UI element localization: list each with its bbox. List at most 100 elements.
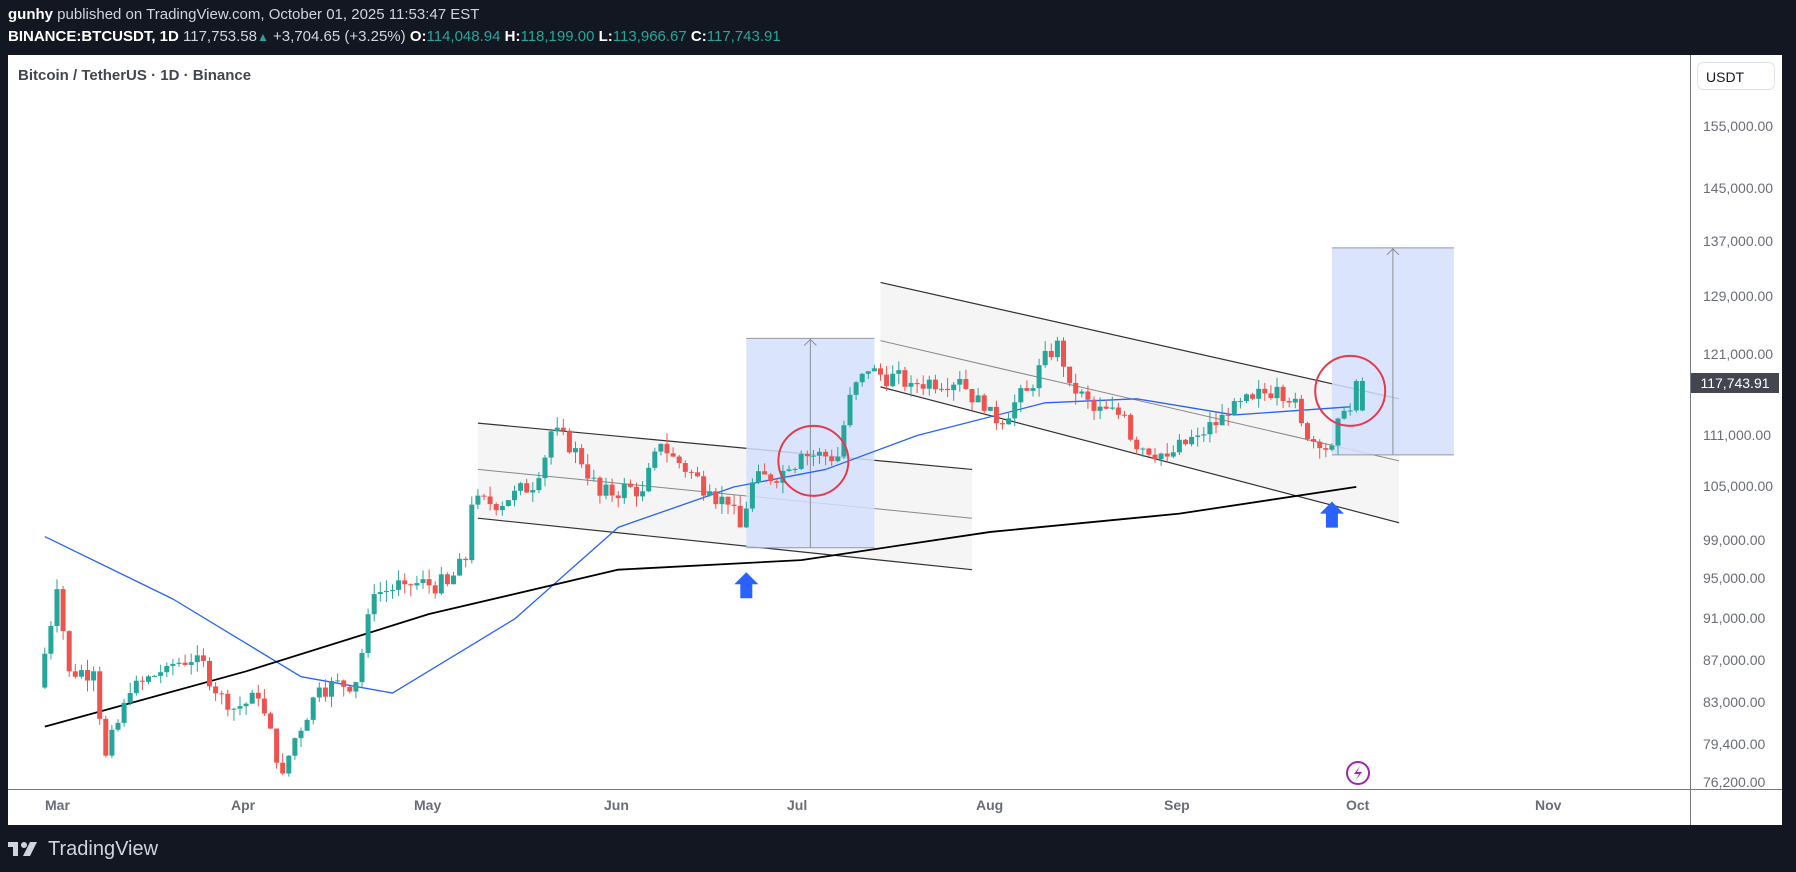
candle-body xyxy=(597,477,603,496)
candle-body xyxy=(640,491,646,497)
candle-body xyxy=(1292,398,1298,403)
candle-body xyxy=(499,505,505,511)
candle-body xyxy=(542,457,548,479)
change-text: +3,704.65 (+3.25%) xyxy=(273,28,406,45)
candle-body xyxy=(1176,439,1182,453)
candle-body xyxy=(1152,454,1158,460)
candle-body xyxy=(725,496,731,505)
zone-arrow-head-icon xyxy=(1386,248,1400,256)
candle-body xyxy=(841,425,847,457)
author: gunhy xyxy=(8,6,53,23)
high-value: 118,199.00 xyxy=(520,28,595,45)
candle-body xyxy=(878,368,883,375)
candle-body xyxy=(1286,400,1292,403)
candle-body xyxy=(158,672,164,676)
candle-body xyxy=(1359,381,1365,411)
candle-body xyxy=(487,496,493,505)
chart-frame[interactable] xyxy=(8,55,1782,825)
candle-body xyxy=(914,382,920,385)
price-tick: 87,000.00 xyxy=(1703,652,1766,668)
channel-middle xyxy=(477,468,973,519)
candle-body xyxy=(591,477,597,479)
candle-body xyxy=(676,456,682,464)
candle-body xyxy=(603,484,609,496)
candle-body xyxy=(701,476,707,496)
candle-body xyxy=(1323,448,1329,450)
candle-body xyxy=(1298,398,1304,424)
candle-body xyxy=(402,580,408,585)
candle-body xyxy=(1097,406,1103,411)
candle-body xyxy=(951,384,957,391)
candle-body xyxy=(1012,402,1018,419)
candle-body xyxy=(505,500,511,506)
price-tick: 105,000.00 xyxy=(1703,478,1774,494)
time-tick: Oct xyxy=(1346,797,1370,813)
candle-body xyxy=(1122,414,1127,416)
candle-body xyxy=(121,702,127,723)
candle-body xyxy=(1109,407,1115,409)
candle-body xyxy=(627,483,633,487)
candle-body xyxy=(133,680,139,694)
candle-body xyxy=(451,575,456,585)
candle-body xyxy=(975,395,981,403)
candle-body xyxy=(719,496,725,505)
candle-body xyxy=(85,670,90,681)
candle-body xyxy=(475,495,481,505)
candle-body xyxy=(835,456,841,462)
candle-body xyxy=(219,693,225,695)
candle-body xyxy=(164,665,170,673)
time-tick: Sep xyxy=(1164,797,1190,813)
candle-body xyxy=(1250,394,1256,399)
candle-body xyxy=(945,388,951,391)
highlight-circle xyxy=(1314,354,1387,427)
candle-body xyxy=(146,676,151,682)
candle-body xyxy=(786,469,792,471)
candle-body xyxy=(1061,340,1066,367)
candle-body xyxy=(457,558,463,576)
candle-body xyxy=(1183,439,1188,445)
candle-body xyxy=(1067,366,1073,383)
candle-body xyxy=(1164,453,1170,457)
channel-lower xyxy=(880,386,1400,524)
zone-arrow-head-icon xyxy=(803,338,817,346)
candle-body xyxy=(1305,423,1310,440)
candle-body xyxy=(91,671,97,681)
price-tick: 83,000.00 xyxy=(1703,694,1766,710)
candle-body xyxy=(97,671,103,719)
price-tick: 99,000.00 xyxy=(1703,532,1766,548)
candle-body xyxy=(902,370,908,387)
candle-body xyxy=(316,687,322,698)
candle-body xyxy=(152,675,158,677)
price-tick: 91,000.00 xyxy=(1703,610,1766,626)
candle-body xyxy=(1091,399,1097,411)
candle-body xyxy=(1085,391,1091,400)
candle-body xyxy=(731,504,737,506)
time-tick: Nov xyxy=(1535,797,1562,813)
time-tick: Mar xyxy=(45,797,70,813)
candle-body xyxy=(573,448,578,453)
candle-body xyxy=(774,481,780,483)
candle-body xyxy=(194,655,200,663)
candle-body xyxy=(182,662,188,665)
candle-body xyxy=(66,631,72,672)
currency-button[interactable]: USDT xyxy=(1697,62,1775,90)
candle-body xyxy=(1353,381,1359,411)
candle-body xyxy=(969,388,975,403)
candle-body xyxy=(993,406,999,424)
candle-body xyxy=(1341,410,1347,419)
candle-body xyxy=(115,722,121,730)
candle-body xyxy=(390,589,395,591)
price-tick: 95,000.00 xyxy=(1703,570,1766,586)
candle-body xyxy=(48,626,54,654)
price-axis-border xyxy=(1690,55,1691,825)
candle-body xyxy=(176,662,182,664)
candle-body xyxy=(896,370,902,374)
candle-body xyxy=(1018,388,1024,403)
lightning-bolt-icon xyxy=(1354,766,1362,780)
candle-body xyxy=(1042,350,1048,366)
candle-body xyxy=(1256,388,1262,399)
tradingview-logo[interactable]: TradingView xyxy=(8,838,158,861)
candle-body xyxy=(743,508,749,528)
brand-text: TradingView xyxy=(48,838,159,860)
